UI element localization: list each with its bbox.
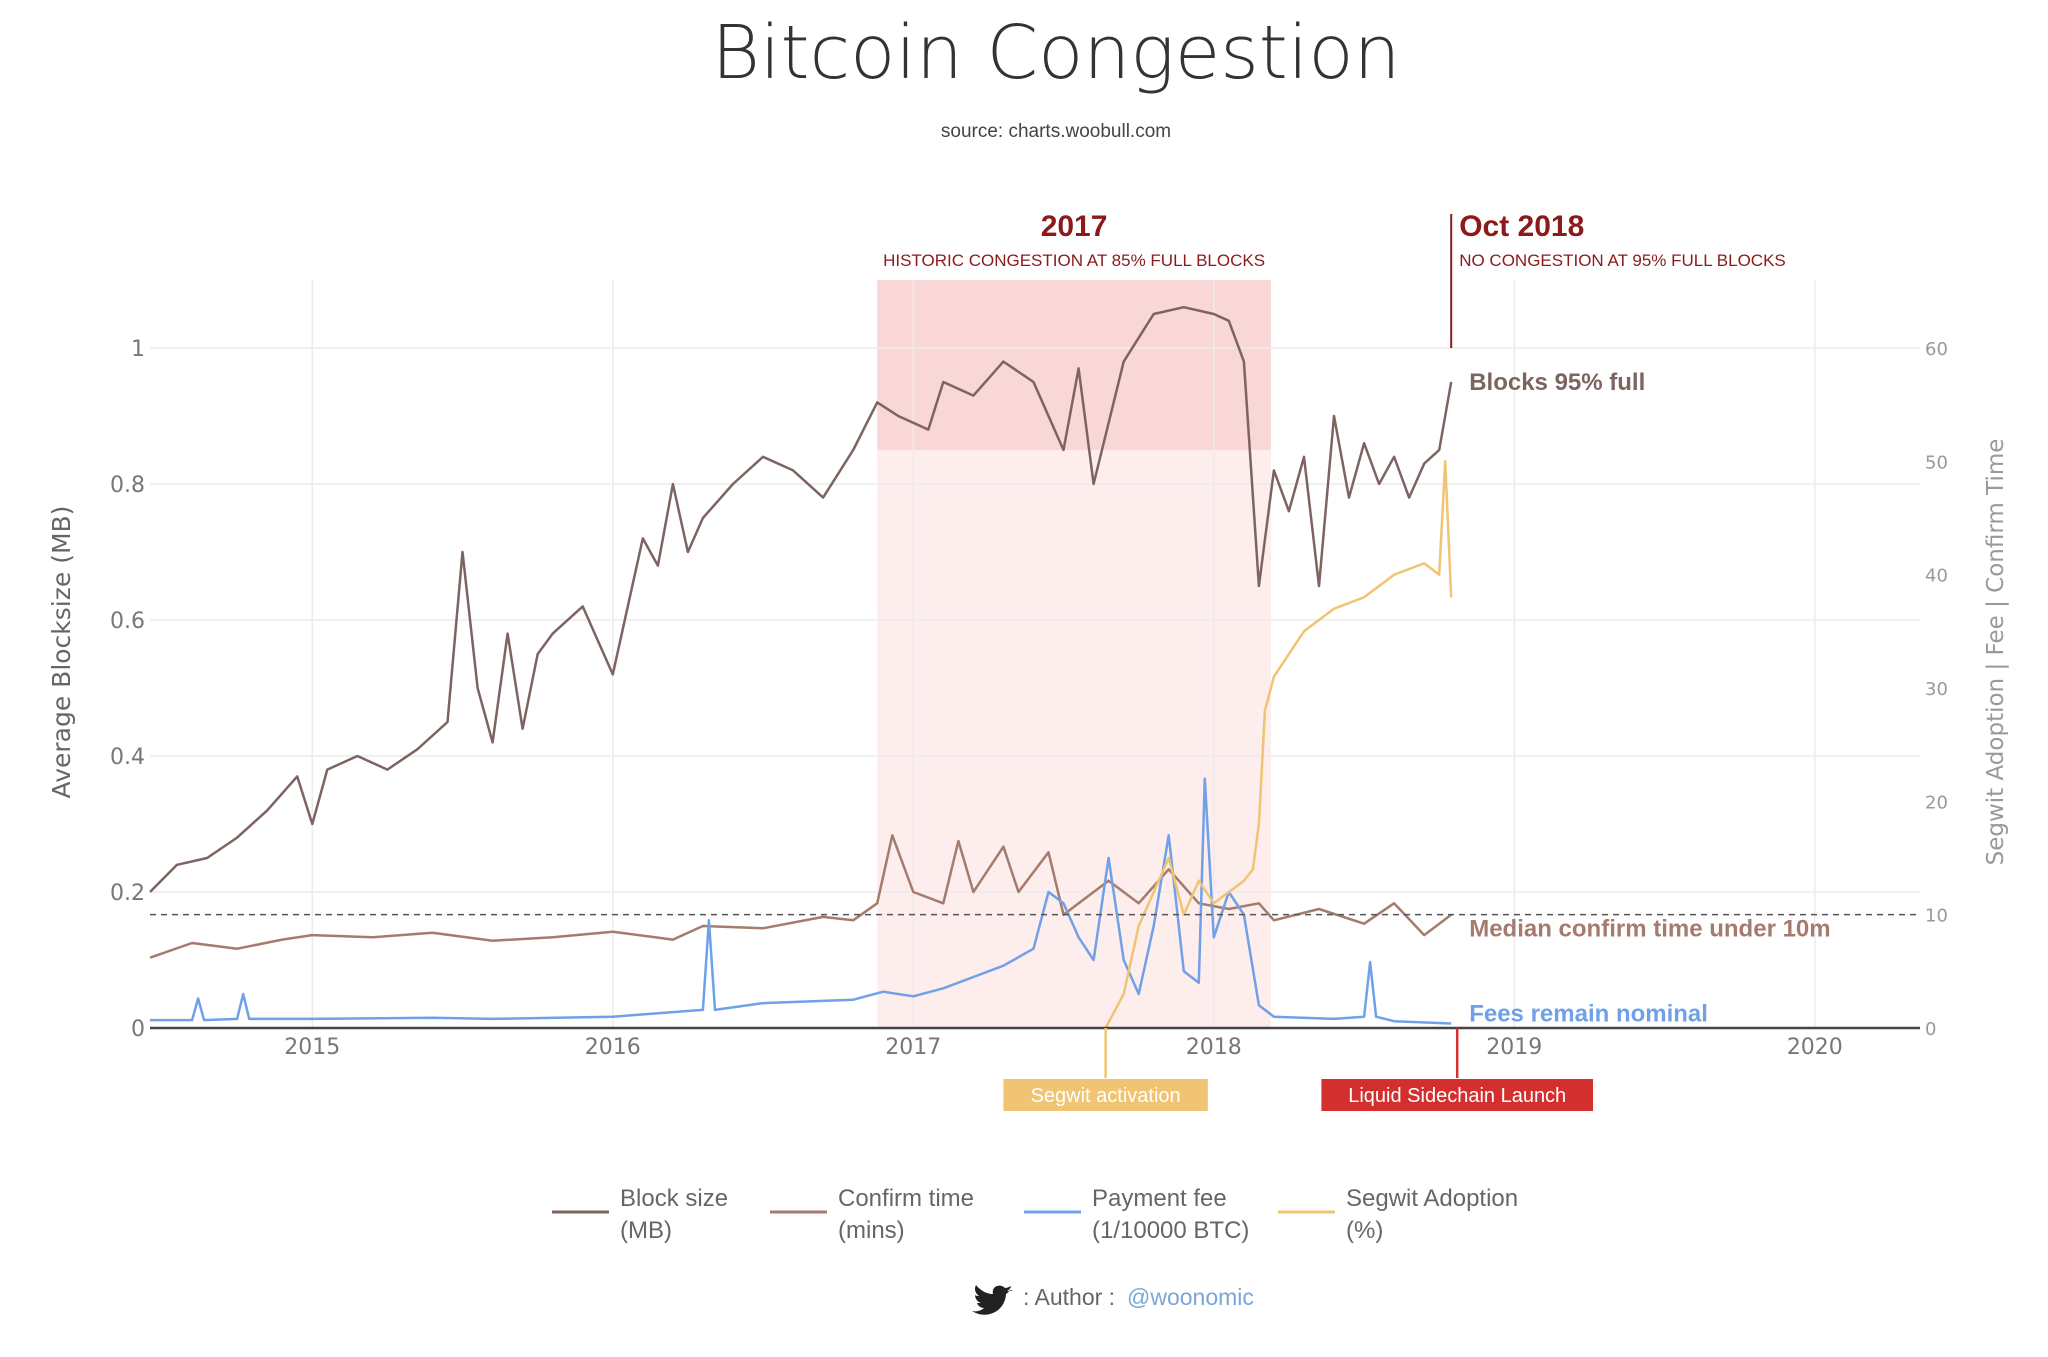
y-axis-label: Average Blocksize (MB) bbox=[47, 506, 76, 799]
legend: Block size (MB) Confirm time (mins) Payment … bbox=[552, 1185, 1518, 1244]
y2-axis-label: Segwit Adoption | Fee | Confirm Time bbox=[1983, 439, 2009, 866]
x-tick-label-1: 2016 bbox=[585, 1035, 641, 1060]
legend-label-2: Payment fee bbox=[1092, 1185, 1227, 1212]
y-tick-label-0: 0 bbox=[131, 1017, 145, 1042]
y-tick-label-4: 0.8 bbox=[110, 473, 145, 498]
y-tick-label-5: 1 bbox=[131, 337, 145, 362]
legend-sublabel-0: (MB) bbox=[620, 1217, 672, 1244]
y-tick-label-3: 0.6 bbox=[110, 609, 145, 634]
y2-tick-label-1: 10 bbox=[1925, 906, 1948, 927]
y-tick-label-2: 0.4 bbox=[110, 745, 145, 770]
annotations: Oct 2018 NO CONGESTION AT 95% FULL BLOCKS… bbox=[1003, 210, 1831, 1111]
event-label-1: Liquid Sidechain Launch bbox=[1348, 1085, 1566, 1107]
event-label-box-0 bbox=[1003, 1079, 1208, 1111]
x-tick-label-0: 2015 bbox=[284, 1035, 340, 1060]
legend-sublabel-1: (mins) bbox=[838, 1217, 905, 1244]
y2-tick-label-6: 60 bbox=[1925, 339, 1948, 360]
x-tick-label-3: 2018 bbox=[1186, 1035, 1242, 1060]
chart-title: Bitcoin Congestion bbox=[711, 10, 1400, 96]
x-tick-label-5: 2020 bbox=[1787, 1035, 1843, 1060]
legend-sublabel-3: (%) bbox=[1346, 1217, 1383, 1244]
annotation-0: Blocks 95% full bbox=[1469, 369, 1645, 396]
event-label-box-1 bbox=[1321, 1079, 1594, 1111]
x-tick-label-4: 2019 bbox=[1486, 1035, 1542, 1060]
legend-label-1: Confirm time bbox=[838, 1185, 974, 1212]
y2-tick-label-0: 0 bbox=[1925, 1019, 1936, 1040]
y2-tick-label-3: 30 bbox=[1925, 679, 1948, 700]
legend-label-0: Block size bbox=[620, 1185, 728, 1212]
chart-subtitle: source: charts.woobull.com bbox=[941, 121, 1171, 142]
y2-tick-label-2: 20 bbox=[1925, 792, 1948, 813]
region-top-band-0 bbox=[877, 280, 1271, 450]
x-tick-label-2: 2017 bbox=[885, 1035, 941, 1060]
y2-tick-label-4: 40 bbox=[1925, 566, 1948, 587]
annotation-2: Fees remain nominal bbox=[1469, 1000, 1708, 1027]
legend-label-3: Segwit Adoption bbox=[1346, 1185, 1518, 1212]
series-line-1 bbox=[149, 834, 1452, 959]
footer-author-label: : Author : bbox=[1023, 1284, 1115, 1310]
annotation-1: Median confirm time under 10m bbox=[1469, 915, 1830, 942]
region-title-0: 2017 bbox=[1041, 210, 1108, 243]
series-line-2 bbox=[150, 777, 1452, 1025]
twitter-bird-icon bbox=[972, 1285, 1013, 1315]
marker-title-0: Oct 2018 bbox=[1459, 210, 1584, 243]
y2-tick-label-5: 50 bbox=[1925, 452, 1948, 473]
series-line-0 bbox=[149, 305, 1453, 893]
series-line-3 bbox=[1104, 460, 1453, 1029]
footer: : Author : @woonomic bbox=[972, 1284, 1254, 1315]
y-tick-label-1: 0.2 bbox=[110, 881, 145, 906]
axes: 2015 2016 2017 2018 2019 202000.20.40.60.8101… bbox=[110, 337, 1948, 1060]
marker-subtitle-0: NO CONGESTION AT 95% FULL BLOCKS bbox=[1459, 251, 1786, 270]
event-label-0: Segwit activation bbox=[1031, 1085, 1181, 1107]
footer-handle[interactable]: @woonomic bbox=[1127, 1284, 1254, 1310]
legend-sublabel-2: (1/10000 BTC) bbox=[1092, 1217, 1249, 1244]
region-subtitle-0: HISTORIC CONGESTION AT 85% FULL BLOCKS bbox=[883, 251, 1265, 270]
series-lines bbox=[149, 305, 1453, 1029]
